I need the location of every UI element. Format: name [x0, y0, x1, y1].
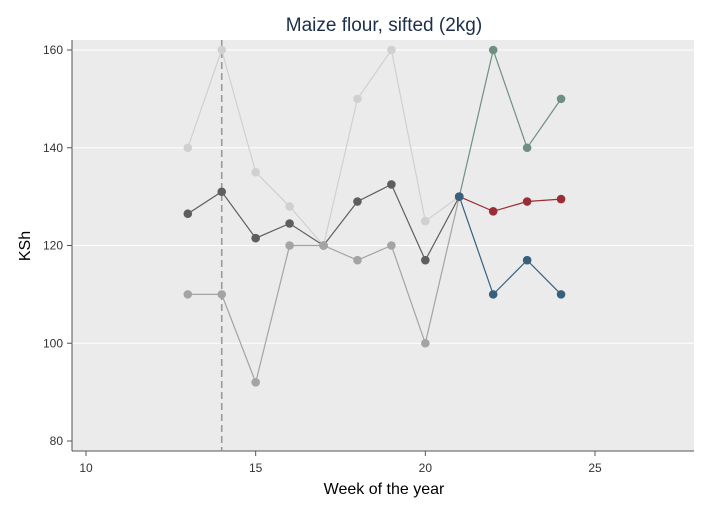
series-line-3: [458, 47, 562, 197]
data-point-s1-3: [285, 219, 294, 228]
data-point-s2-4: [319, 241, 328, 250]
series-line-4: [459, 196, 562, 212]
y-tick-label: 160: [43, 43, 63, 57]
x-tick-label: 20: [419, 461, 433, 475]
data-point-s1-2: [251, 233, 260, 243]
data-point-s5-0: [454, 192, 464, 201]
data-point-s1-0: [183, 209, 193, 219]
data-point-s2-2: [251, 378, 260, 387]
y-axis-label: KSh: [17, 231, 34, 261]
axes: 80 100 120 140 160 10 15 20 25: [43, 40, 694, 475]
data-point-s2-7: [421, 338, 430, 348]
data-point-s0-6: [387, 45, 396, 55]
data-point-s3-2: [522, 143, 532, 153]
data-point-s1-5: [353, 197, 362, 206]
data-point-s2-5: [353, 255, 362, 265]
x-axis-label: Week of the year: [324, 481, 445, 498]
data-point-s1-1: [217, 187, 227, 197]
data-point-s0-3: [285, 202, 294, 211]
series-group: [183, 45, 566, 387]
data-point-s1-7: [421, 255, 430, 265]
data-point-s5-1: [488, 290, 498, 299]
data-point-s4-2: [522, 197, 532, 206]
y-tick-label: 120: [43, 239, 63, 253]
data-point-s2-1: [217, 290, 227, 299]
y-tick-label: 100: [43, 336, 63, 350]
x-tick-label: 15: [249, 461, 263, 475]
data-point-s0-0: [183, 143, 193, 153]
data-point-s2-3: [285, 241, 294, 250]
data-point-s2-6: [387, 241, 396, 250]
data-point-s0-1: [217, 45, 227, 55]
grid-lines: [72, 49, 694, 344]
series-line-5: [458, 196, 562, 296]
data-point-s0-7: [421, 216, 430, 226]
x-tick-label: 10: [79, 461, 93, 475]
data-point-s3-3: [556, 94, 566, 104]
x-tick-label: 25: [588, 461, 602, 475]
data-point-s4-1: [488, 206, 498, 216]
chart-title: Maize flour, sifted (2kg): [286, 15, 482, 36]
data-point-s0-5: [353, 94, 362, 104]
y-tick-label: 80: [50, 434, 64, 448]
data-point-s5-2: [522, 255, 532, 265]
data-point-s2-0: [183, 290, 193, 299]
data-point-s1-6: [387, 180, 396, 189]
y-tick-label: 140: [43, 141, 63, 155]
data-point-s3-1: [488, 45, 498, 55]
data-point-s0-2: [251, 167, 260, 177]
data-point-s5-3: [556, 290, 566, 299]
data-point-s4-3: [556, 194, 566, 204]
